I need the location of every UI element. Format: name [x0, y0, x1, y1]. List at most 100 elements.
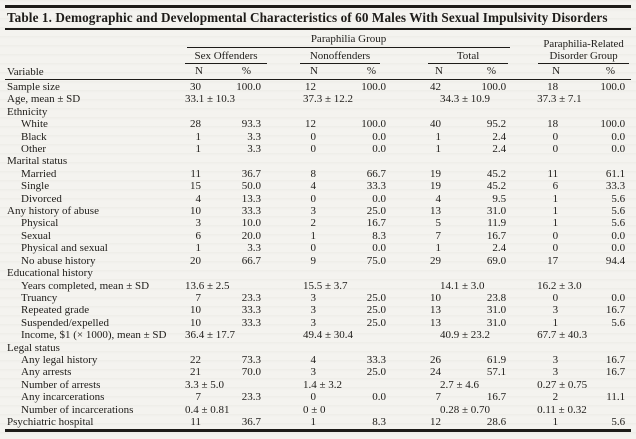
pct-value: 25.0	[366, 366, 386, 379]
n-value: 3	[552, 304, 559, 317]
mean-sd-value: 3.3 ± 5.0	[185, 378, 225, 391]
variable-label: Variable	[7, 66, 44, 78]
n-value: 0	[552, 291, 559, 304]
mean-sd-value: 2.7 ± 4.6	[440, 378, 480, 391]
n-value: 8	[310, 167, 317, 180]
n-value: 1	[195, 143, 202, 156]
n-value: 1	[195, 130, 202, 143]
table-row: Income, $1 (× 1000), mean ± SD 36.4 ± 17.…	[5, 329, 631, 341]
pct-value: 33.3	[241, 304, 261, 317]
section-empty-cells	[183, 267, 631, 279]
n-value: 3	[310, 304, 317, 317]
section-empty-cells	[183, 155, 631, 167]
n-value: 1	[552, 316, 559, 329]
pct-value: 5.6	[611, 217, 626, 230]
pct-value: 100.0	[236, 81, 261, 93]
paraphilia-group-label: Paraphilia Group	[187, 33, 511, 48]
n-value: 10	[190, 205, 201, 218]
n-value: 40	[430, 118, 441, 131]
n-value: 3	[310, 366, 317, 379]
title-rule	[5, 28, 631, 30]
n-value: 13	[430, 304, 441, 317]
paraphilia-group-header: Paraphilia Group	[183, 31, 512, 48]
table-body: Sample size 30 100.0 12 100.0 42 100.0 18 100.0 A…	[5, 80, 631, 428]
row-label: Age, mean ± SD	[7, 93, 81, 106]
pct-value: 50.0	[241, 180, 261, 193]
mean-sd-value: 34.3 ± 10.9	[440, 93, 491, 106]
pct-value: 100.0	[600, 81, 626, 93]
pct-value: 33.3	[366, 353, 386, 366]
n-value: 0	[310, 391, 317, 404]
pct-value: 5.6	[611, 415, 626, 428]
row-label: Sexual	[21, 229, 51, 242]
n-value: 42	[430, 81, 441, 93]
pct-value: 16.7	[605, 366, 626, 379]
pct-value: 45.2	[486, 167, 507, 180]
mean-sd-value: 16.2 ± 3.0	[537, 279, 582, 292]
n-value: 6	[552, 180, 559, 193]
row-label: Black	[21, 130, 47, 143]
n-value: 17	[547, 254, 559, 267]
table-row: Physical and sexual 1 3.3 0 0.0 1 2.4 0 0.0	[5, 242, 631, 254]
total-label: Total	[428, 50, 509, 64]
pct-value: 9.5	[492, 192, 507, 205]
pct-value: 0.0	[611, 143, 626, 156]
table-row: Any arrests 21 70.0 3 25.0 24 57.1 3 16.7	[5, 366, 631, 378]
n-value: 11	[190, 167, 201, 180]
n-value: 1	[552, 217, 559, 230]
pct-value: 3.3	[247, 242, 261, 255]
n-value: 10	[190, 304, 201, 317]
pct-value: 25.0	[366, 304, 386, 317]
pct-value: 23.8	[486, 291, 507, 304]
mean-sd-value: 67.7 ± 40.3	[537, 329, 588, 342]
pct-value: 100.0	[361, 118, 386, 131]
table-row: Single 15 50.0 4 33.3 19 45.2 6 33.3	[5, 180, 631, 192]
pct-value: 2.4	[492, 143, 507, 156]
table-row: Ethnicity	[5, 106, 631, 118]
pct-value: 3.3	[247, 143, 261, 156]
n-value: 0	[552, 143, 559, 156]
row-label: Sample size	[7, 81, 60, 93]
row-label: Physical and sexual	[21, 242, 108, 255]
paraphilia-related-group-label: Paraphilia-Related Disorder Group	[538, 38, 630, 64]
n-value: 19	[430, 180, 441, 193]
sex-offenders-label: Sex Offenders	[185, 50, 267, 64]
n-value: 1	[435, 242, 442, 255]
table-row: Educational history	[5, 267, 631, 279]
pct-value: 66.7	[241, 254, 261, 267]
row-label: Ethnicity	[7, 105, 48, 118]
n-value: 7	[195, 391, 202, 404]
row-label: Physical	[21, 217, 59, 230]
header-row-n-pct: N % N % N % N %	[5, 64, 632, 80]
table-row: Repeated grade 10 33.3 3 25.0 13 31.0 3 16.7	[5, 304, 631, 316]
row-label: Married	[21, 167, 57, 180]
pct-value: 0.0	[372, 192, 386, 205]
n-value: 2	[310, 217, 317, 230]
n-value: 3	[552, 366, 559, 379]
n-value: 1	[552, 205, 559, 218]
n-value: 1	[435, 143, 442, 156]
pct-value: 45.2	[486, 180, 507, 193]
n-value: 10	[190, 316, 201, 329]
pct-value: 57.1	[486, 366, 507, 379]
table-row: Any legal history 22 73.3 4 33.3 26 61.9 3 16.7	[5, 354, 631, 366]
pct-value: 16.7	[486, 391, 507, 404]
n-value: 18	[547, 118, 559, 131]
related-group-line1: Paraphilia-Related	[543, 38, 624, 50]
mean-sd-value: 33.1 ± 10.3	[185, 93, 236, 106]
pct-value: 93.3	[241, 118, 261, 131]
n-value: 3	[310, 316, 317, 329]
table-row: Truancy 7 23.3 3 25.0 10 23.8 0 0.0	[5, 292, 631, 304]
row-label: Marital status	[7, 155, 68, 168]
n-value: 4	[310, 180, 317, 193]
bottom-rule	[5, 429, 631, 432]
pct-value: 5.6	[611, 316, 626, 329]
row-label: Number of incarcerations	[21, 403, 134, 416]
mean-sd-value: 0.4 ± 0.81	[185, 403, 230, 416]
mean-sd-value: 15.5 ± 3.7	[303, 279, 348, 292]
n-value: 3	[310, 205, 317, 218]
row-label: Repeated grade	[21, 304, 90, 317]
n-value: 0	[552, 242, 559, 255]
n-value: 28	[190, 118, 201, 131]
row-label: White	[21, 118, 48, 131]
